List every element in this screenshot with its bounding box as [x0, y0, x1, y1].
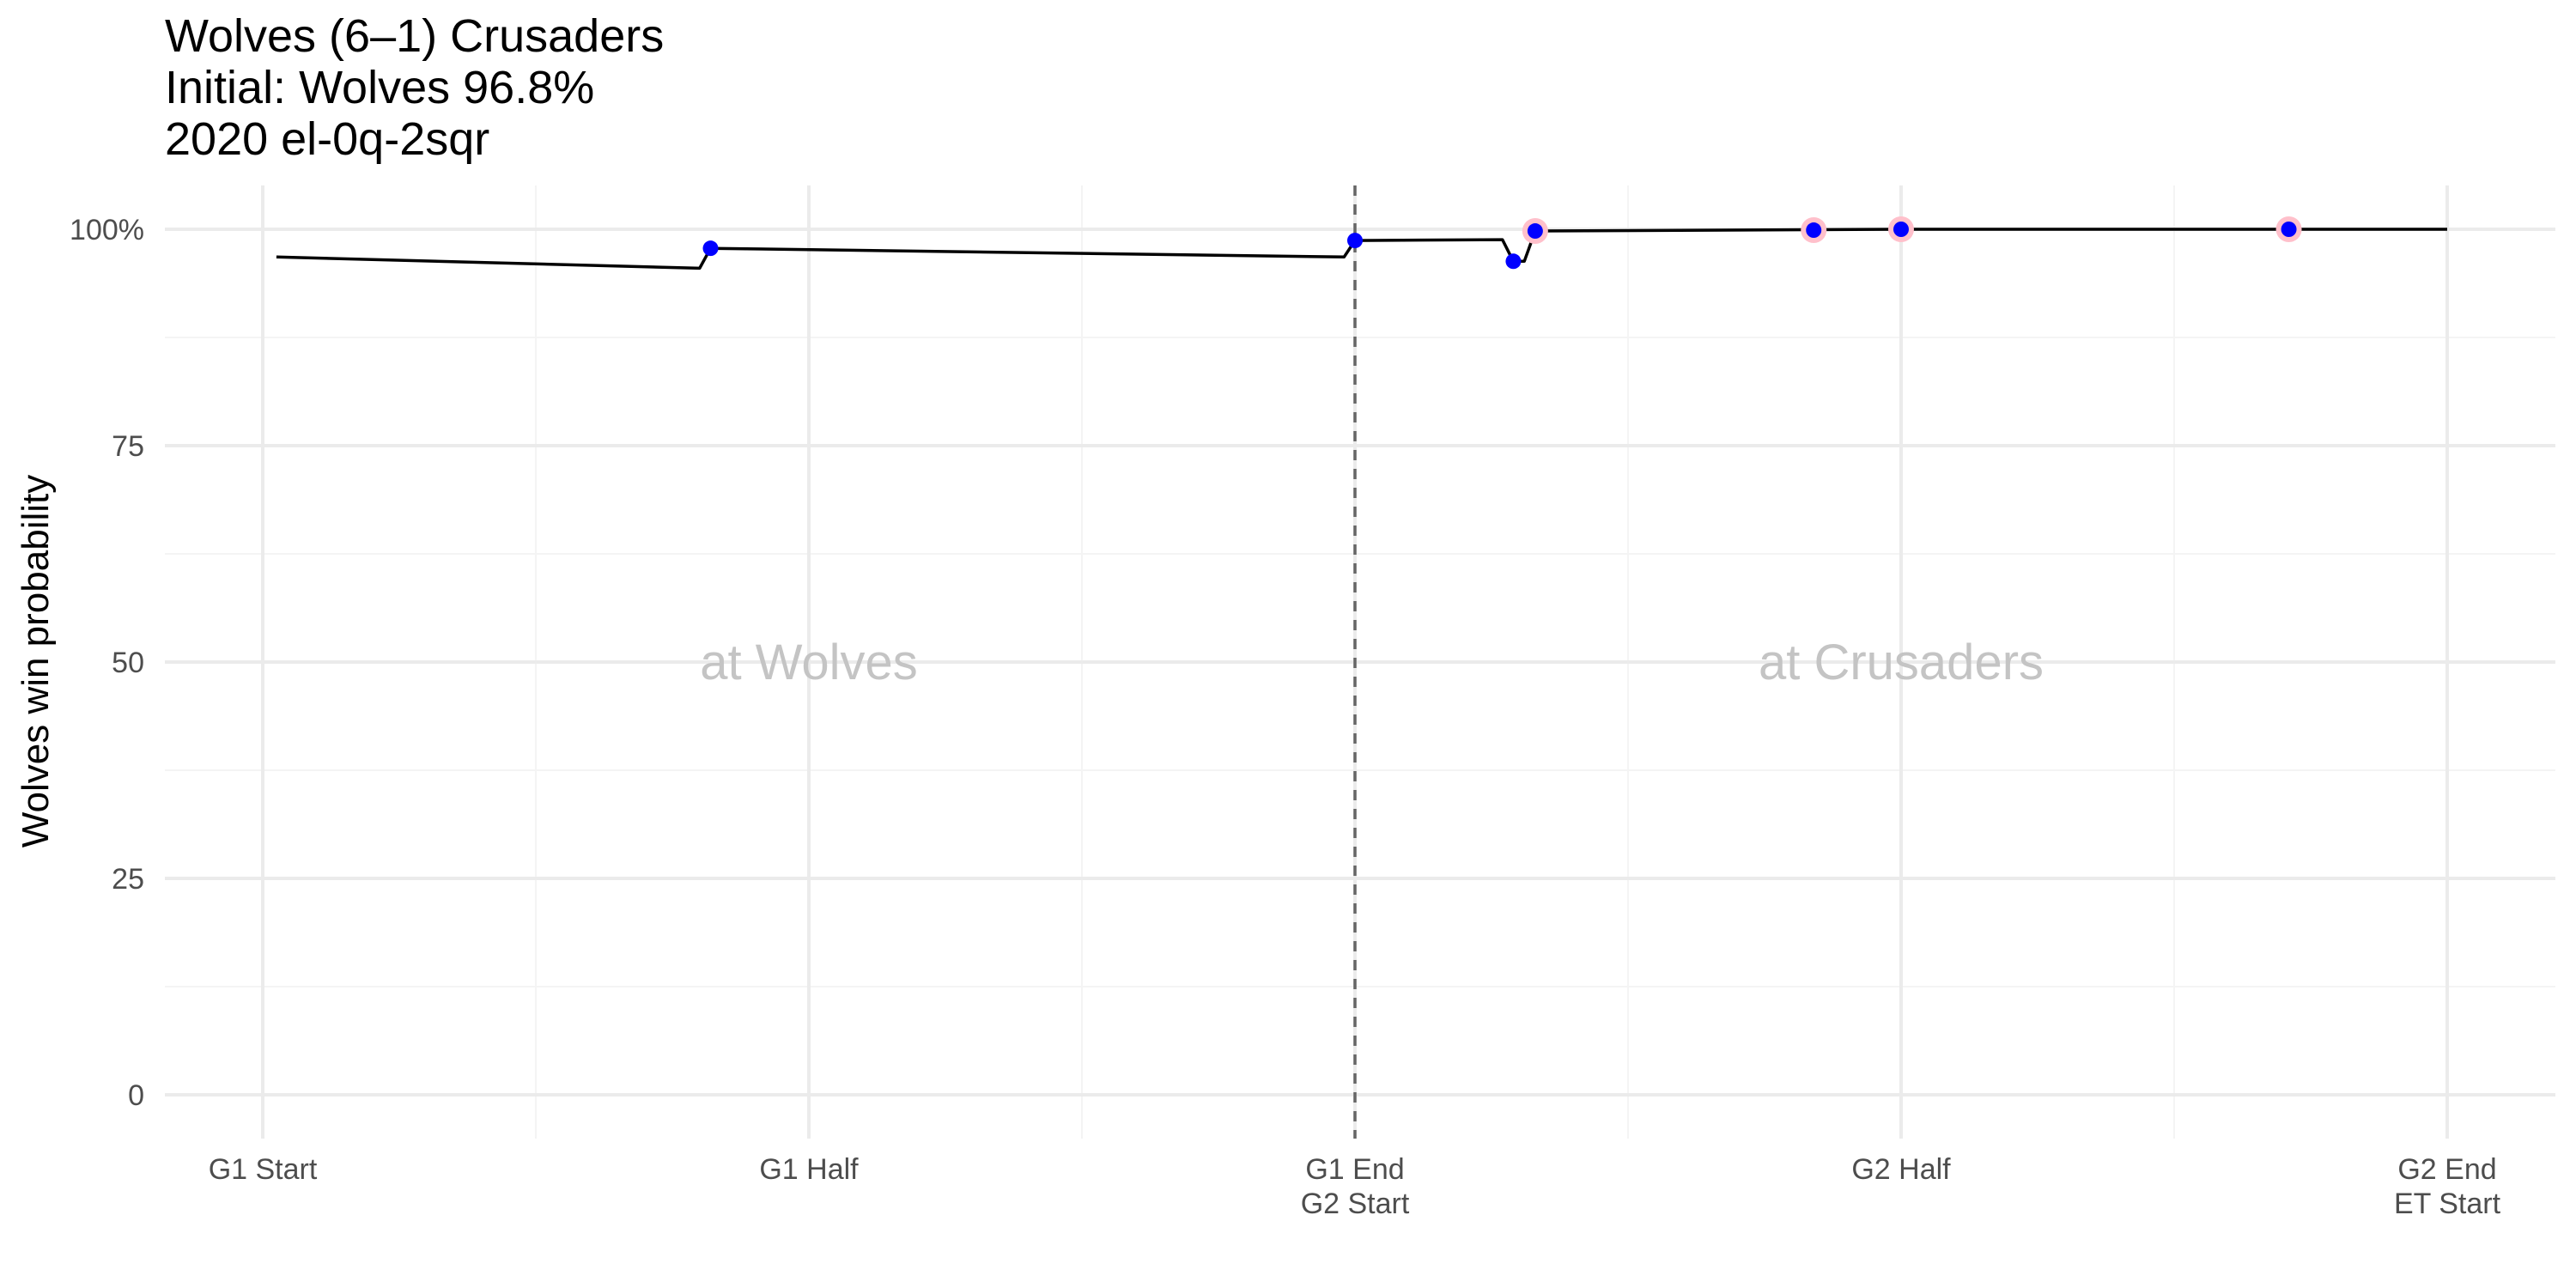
- x-tick-label: G1 End G2 Start: [1301, 1153, 1410, 1220]
- event-points: [702, 216, 2302, 270]
- event-point: [2281, 222, 2297, 237]
- x-tick-label: G2 End ET Start: [2394, 1153, 2501, 1220]
- y-tick-label: 100%: [70, 214, 144, 246]
- region-label: at Wolves: [700, 635, 918, 690]
- title-line-1: Wolves (6–1) Crusaders: [165, 10, 664, 62]
- x-tick-label: G1 Half: [759, 1153, 859, 1186]
- x-tick-label: G1 Start: [209, 1153, 318, 1186]
- event-point: [1505, 253, 1522, 270]
- event-point: [1806, 222, 1822, 239]
- event-point: [702, 240, 719, 257]
- event-point: [1527, 223, 1543, 240]
- x-axis-ticks: G1 Start G1 Half G1 End G2 Start G2 Half G2 E…: [209, 1153, 2501, 1220]
- title-line-3: 2020 el-0q-2sqr: [165, 113, 489, 165]
- y-tick-label: 25: [112, 863, 144, 896]
- x-tick-label: G2 Half: [1851, 1153, 1951, 1186]
- region-labels: at Wolves at Crusaders: [700, 635, 2044, 690]
- event-point: [1347, 233, 1363, 249]
- win-probability-line: [276, 228, 2447, 270]
- event-point: [1893, 222, 1909, 237]
- y-axis-title: Wolves win probability: [15, 475, 57, 848]
- y-axis-ticks: 0 25 50 75 100%: [70, 214, 144, 1112]
- y-tick-label: 75: [112, 430, 144, 463]
- y-tick-label: 0: [128, 1079, 144, 1112]
- region-label: at Crusaders: [1759, 635, 2044, 690]
- title-line-2: Initial: Wolves 96.8%: [165, 62, 594, 113]
- series-lines: [276, 228, 2447, 270]
- grid-lines: [165, 185, 2555, 1139]
- y-tick-label: 50: [112, 647, 144, 679]
